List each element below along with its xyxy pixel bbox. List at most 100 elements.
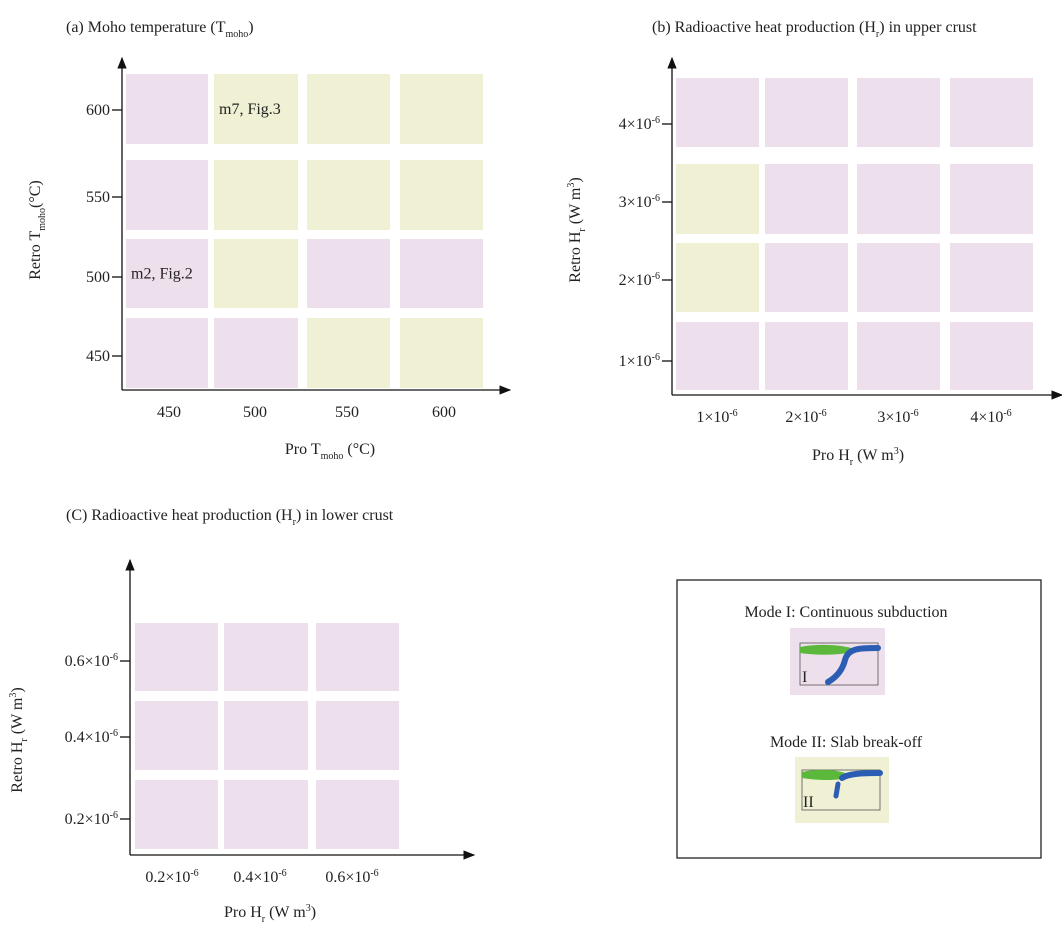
x-axis-label-part: (°C) [343,441,375,458]
regime-cell [400,74,483,144]
y-tick-label: 1×10-6 [619,352,660,370]
regime-cell [316,701,399,770]
y-axis-label-part: Retro T [27,231,44,280]
legend-label: Mode II: Slab break-off [770,734,923,751]
y-axis-label-part: (W m [9,697,26,738]
regime-cell [765,78,848,147]
x-tick-label-part: 2×10 [785,409,818,426]
x-axis-label-part: (W m [853,447,894,464]
regime-cell [400,160,483,230]
regime-cell [950,243,1033,312]
x-axis-label-part: Pro T [285,441,321,458]
y-tick-label-part: 0.2×10 [65,811,110,828]
regime-cell [224,701,308,770]
regime-cell [214,318,298,388]
regime-cell [316,623,399,691]
y-tick-label: 500 [86,269,110,286]
y-axis-label-part: Retro H [567,231,584,283]
panel: 600550500450450500550600(a) Moho tempera… [27,19,510,462]
y-tick-label: 0.4×10-6 [65,728,118,746]
x-tick-label: 2×10-6 [785,408,826,426]
x-axis-label-part: Pro H [812,447,850,464]
regime-cell [400,318,483,388]
y-tick-label-part: 2×10 [619,272,652,289]
x-tick-label-part: -6 [729,408,737,419]
y-tick-label: 550 [86,189,110,206]
regime-cell [224,623,308,691]
y-axis-label-part: (°C) [27,180,44,208]
x-tick-label-part: 0.2×10 [145,869,190,886]
x-axis-label-part: ) [311,904,316,921]
panel-title-part: moho [225,29,248,40]
panel: 0.6×10-60.4×10-60.2×10-60.2×10-60.4×10-6… [8,507,474,925]
regime-cell [126,318,208,388]
y-tick-label-part: -6 [652,115,660,126]
regime-cell [135,701,218,770]
regime-cell [676,243,759,312]
panel-title-part: (C) Radioactive heat production (H [66,507,293,524]
annotation: m7, Fig.3 [219,101,281,118]
annotation: m2, Fig.2 [131,266,193,283]
y-tick-label: 0.2×10-6 [65,810,118,828]
panel-title: (a) Moho temperature (Tmoho) [66,19,254,40]
panel-title-part: (a) Moho temperature (T [66,19,226,36]
panel-title-part: ) in upper crust [879,19,977,36]
regime-cell [307,74,390,144]
regime-cell [135,780,218,849]
x-tick-label-part: -6 [278,868,286,879]
legend-label: Mode I: Continuous subduction [744,604,947,621]
y-axis-label-part: ) [567,177,584,182]
y-axis-label: Retro Hr (W m3) [566,177,588,282]
regime-cell [676,164,759,234]
regime-cell [307,239,390,308]
x-tick-label-part: -6 [190,868,198,879]
y-tick-label-part: 4×10 [619,116,652,133]
regime-cell [126,74,208,144]
y-tick-label: 3×10-6 [619,193,660,211]
y-tick-label: 600 [86,102,110,119]
x-tick-label-part: 0.6×10 [325,869,370,886]
y-tick-label: 0.6×10-6 [65,652,118,670]
regime-cell [950,322,1033,390]
x-tick-label-part: -6 [910,408,918,419]
regime-cell [857,78,940,147]
y-tick-label-part: -6 [652,271,660,282]
x-tick-label: 550 [335,404,359,421]
panel-title-part: ) in lower crust [296,507,394,524]
x-tick-label: 600 [432,404,456,421]
x-tick-label: 0.6×10-6 [325,868,378,886]
x-axis-label: Pro Hr (W m3) [812,446,904,468]
y-tick-label-part: 0.6×10 [65,653,110,670]
panel-title-part: ) [248,19,253,36]
y-axis-label-part: ) [9,687,26,692]
regime-cell [400,239,483,308]
panel-title: (C) Radioactive heat production (Hr) in … [66,507,394,528]
regime-cell [950,78,1033,147]
regime-cell [214,160,298,230]
regime-cell [765,164,848,234]
x-tick-label: 1×10-6 [696,408,737,426]
y-tick-label-part: 3×10 [619,194,652,211]
x-tick-label-part: -6 [370,868,378,879]
regime-cell [765,243,848,312]
regime-cell [857,164,940,234]
y-tick-label-part: 1×10 [619,353,652,370]
regime-cell [307,318,390,388]
x-tick-label: 0.4×10-6 [233,868,286,886]
x-axis-label-part: ) [899,447,904,464]
x-axis-label: Pro Hr (W m3) [224,903,316,925]
regime-cell [316,780,399,849]
x-axis-label-part: Pro H [224,904,262,921]
regime-cell [857,322,940,390]
panel: 4×10-63×10-62×10-61×10-61×10-62×10-63×10… [566,19,1062,468]
x-tick-label-part: 0.4×10 [233,869,278,886]
x-axis-label-part: moho [321,451,344,462]
panel-title: (b) Radioactive heat production (Hr) in … [652,19,977,40]
x-tick-label: 0.2×10-6 [145,868,198,886]
x-tick-label-part: 4×10 [970,409,1003,426]
x-tick-label: 3×10-6 [877,408,918,426]
y-tick-label-part: -6 [652,352,660,363]
regime-cell [126,160,208,230]
y-tick-label-part: -6 [652,193,660,204]
regime-cell [676,78,759,147]
